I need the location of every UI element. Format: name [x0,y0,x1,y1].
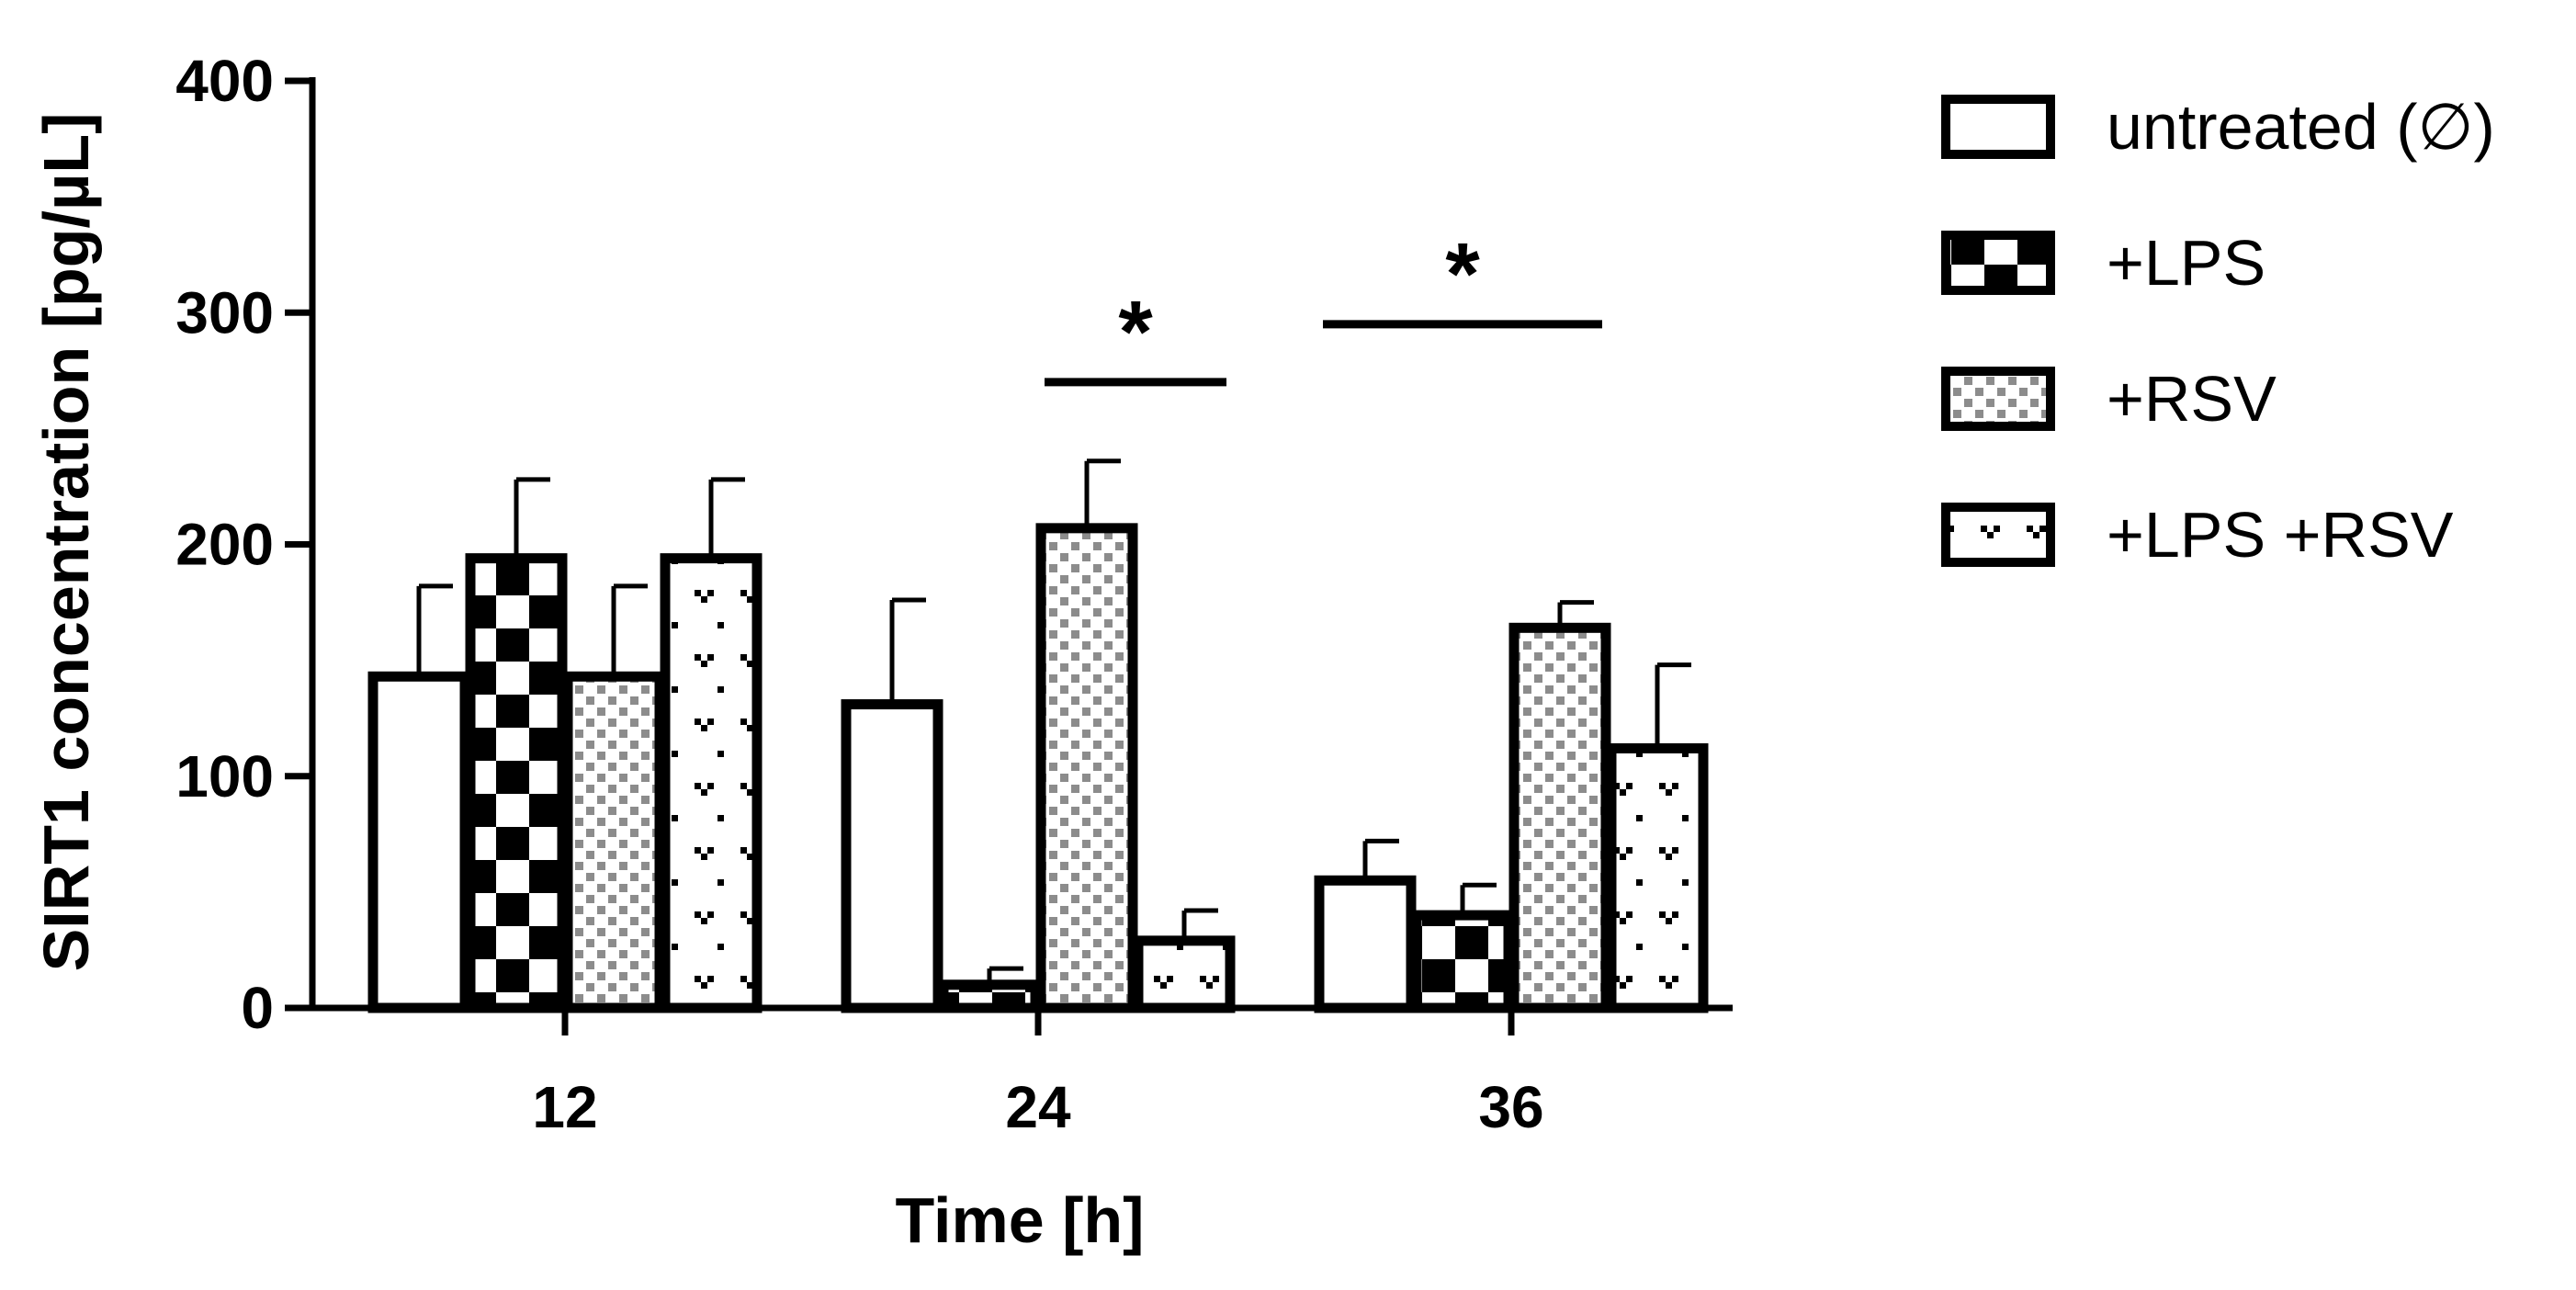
error-bars-group [416,458,1691,985]
legend-item: +RSV [1941,363,2277,435]
error-bar [514,477,550,559]
significance-asterisk: * [1445,225,1480,323]
legend-swatch [1941,367,2055,431]
bar [367,671,470,1013]
error-bar [708,477,745,559]
legend-swatch [1941,503,2055,567]
error-bar [1084,458,1121,528]
bar [1606,742,1709,1013]
legend-label: +LPS [2107,227,2265,299]
legend-label: untreated (∅) [2107,91,2495,163]
axes: 0 100 200 300 400 12 24 36 [175,48,1733,1140]
significance-asterisk: * [1118,283,1153,381]
legend-label: +RSV [2107,363,2277,435]
y-axis-title: SIRT1 concentration [pg/µL] [30,113,102,972]
bars-group [367,523,1709,1013]
y-tick-label: 100 [175,743,274,809]
bar [1411,910,1514,1013]
bar [938,979,1041,1013]
significance-group: ** [1045,225,1602,387]
error-bar [1655,662,1691,749]
bar [1133,935,1236,1013]
bar [660,553,763,1013]
legend-swatch [1941,231,2055,295]
error-bar [416,583,453,677]
legend-item: +LPS [1941,227,2265,299]
y-tick-label: 0 [241,975,274,1041]
legend-label: +LPS +RSV [2107,499,2454,571]
bar [1035,523,1138,1013]
bar [1314,875,1417,1013]
legend-item: untreated (∅) [1941,91,2495,163]
legend: untreated (∅) +LPS +RSV +LPS +RSV [1941,91,2495,571]
y-tick-label: 200 [175,512,274,578]
y-tick-label: 300 [175,279,274,345]
x-tick-label: 36 [1478,1074,1543,1140]
error-bar [889,597,926,705]
bar [841,699,943,1013]
x-tick-label: 12 [532,1074,597,1140]
bar [1508,622,1611,1013]
bar [562,671,665,1013]
error-bar [1362,838,1399,881]
y-tick-label: 400 [175,48,274,114]
x-axis-title: Time [h] [896,1184,1145,1256]
bar [465,553,568,1013]
legend-item: +LPS +RSV [1941,499,2454,571]
error-bar [611,583,648,677]
x-tick-label: 24 [1005,1074,1071,1140]
legend-swatch [1941,95,2055,159]
